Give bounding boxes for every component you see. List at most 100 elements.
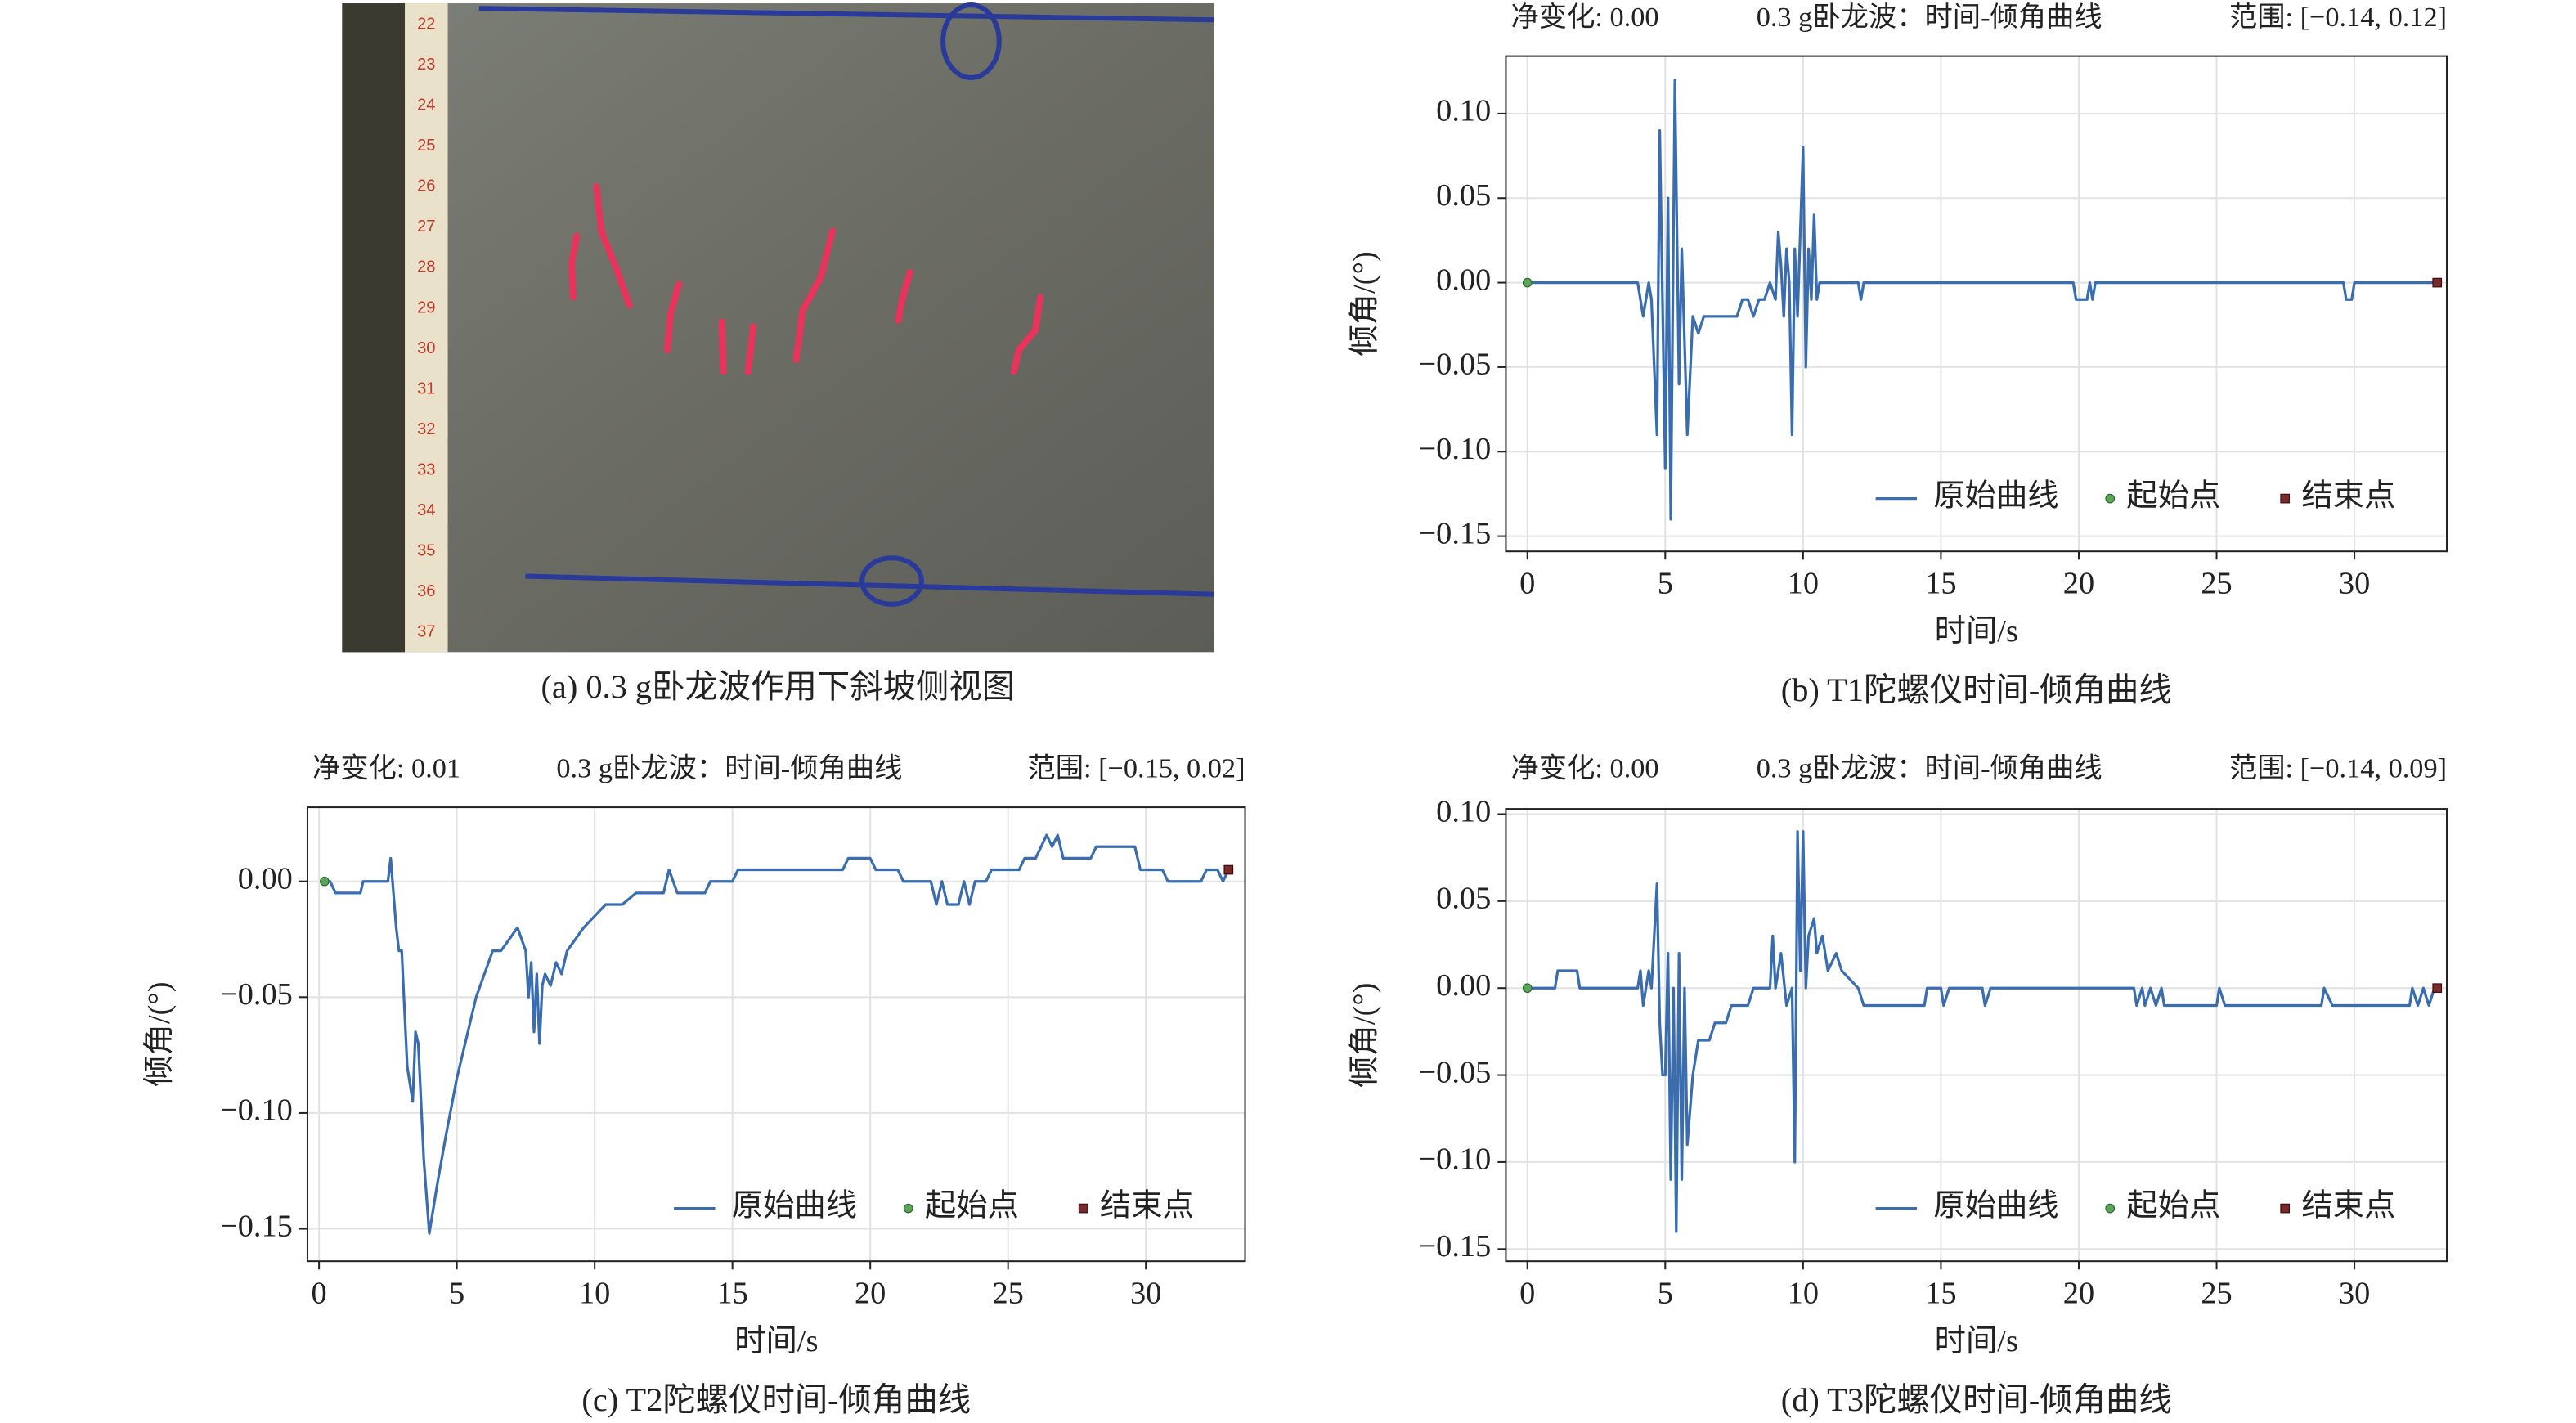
legend-label: 起始点 <box>2126 1188 2220 1223</box>
x-tick-label: 0 <box>1519 566 1535 600</box>
ruler-label: 31 <box>417 379 435 397</box>
chart-title: 0.3 g卧龙波：时间-倾角曲线 <box>1757 2 2103 33</box>
ruler-label: 22 <box>417 16 435 34</box>
x-tick-label: 25 <box>993 1276 1024 1310</box>
x-tick-label: 0 <box>1519 1276 1535 1310</box>
x-tick-label: 10 <box>579 1276 610 1310</box>
ruler-label: 25 <box>417 137 435 155</box>
legend-swatch <box>1078 1203 1088 1214</box>
y-tick-label: 0.05 <box>1436 882 1491 916</box>
legend-label: 结束点 <box>2301 1188 2395 1223</box>
legend-swatch <box>2105 493 2116 504</box>
x-tick-label: 30 <box>2339 566 2370 600</box>
ruler-label: 34 <box>417 501 435 519</box>
x-tick-label: 25 <box>2201 566 2232 600</box>
plot-area <box>307 807 1245 1262</box>
ruler-label: 37 <box>417 622 435 640</box>
net-change: 净变化: 0.00 <box>1511 2 1659 33</box>
legend-label: 原始曲线 <box>1933 478 2058 513</box>
data-line <box>324 833 1230 1235</box>
end-point <box>2432 983 2443 994</box>
caption: (d) T3陀螺仪时间-倾角曲线 <box>1781 1381 2172 1418</box>
y-axis-label: 倾角/(°) <box>1348 983 1382 1088</box>
end-point <box>2432 277 2443 288</box>
blue-mark <box>859 555 924 607</box>
ruler-labels: 22 23 24 25 26 27 28 29 30 31 32 33 34 35 36 37 <box>417 16 435 641</box>
x-axis-label: 时间/s <box>1935 614 2018 649</box>
photo-shadow <box>342 3 406 653</box>
y-tick-label: −0.05 <box>220 977 293 1012</box>
x-tick-label: 0 <box>312 1276 327 1310</box>
caption: (b) T1陀螺仪时间-倾角曲线 <box>1781 671 2172 708</box>
cracks <box>568 183 1044 375</box>
chart: 0 5 10 15 20 25 30 −0.15 −0.10 −0.05 0.00 净变化: 0.01… <box>142 753 1246 1418</box>
legend-swatch <box>2280 1203 2291 1214</box>
x-tick-label: 30 <box>1130 1276 1161 1310</box>
legend-swatch <box>2105 1203 2116 1214</box>
x-tick-label: 30 <box>2339 1276 2370 1310</box>
range-label: 范围: [−0.15, 0.02] <box>1027 753 1245 784</box>
net-change: 净变化: 0.01 <box>312 753 460 784</box>
x-tick-label: 15 <box>1925 566 1956 600</box>
x-tick-label: 20 <box>2063 566 2094 600</box>
x-tick-label: 15 <box>716 1276 747 1310</box>
photo: 22 23 24 25 26 27 28 29 30 31 32 33 34 35 36 37 (a) 0.3… <box>342 2 1214 705</box>
x-tick-label: 5 <box>1658 1276 1673 1310</box>
y-tick-label: −0.10 <box>220 1093 293 1128</box>
ruler-label: 28 <box>417 258 435 276</box>
legend-label: 结束点 <box>1100 1188 1194 1223</box>
ruler-label: 30 <box>417 339 435 357</box>
chart-title: 0.3 g卧龙波：时间-倾角曲线 <box>556 753 902 784</box>
ruler-label: 27 <box>417 218 435 236</box>
data-line <box>1527 830 2438 1233</box>
ruler-label: 24 <box>417 97 435 114</box>
y-tick-label: 0.00 <box>238 862 293 896</box>
y-tick-label: −0.05 <box>1419 1055 1492 1089</box>
crack <box>568 232 581 301</box>
range-label: 范围: [−0.14, 0.12] <box>2229 2 2447 33</box>
chart: 0 5 10 15 20 25 30 −0.15 −0.10 −0.05 0.00 0.05 0.10 净… <box>1348 2 2448 708</box>
x-axis-label: 时间/s <box>734 1324 818 1358</box>
y-tick-label: −0.05 <box>1419 348 1492 382</box>
net-change: 净变化: 0.00 <box>1511 753 1659 784</box>
start-point <box>1522 277 1533 288</box>
plot-frame <box>1505 808 2448 1263</box>
legend-label: 原始曲线 <box>732 1188 857 1223</box>
y-tick-label: −0.15 <box>1419 1229 1492 1264</box>
plot-area <box>1506 809 2448 1262</box>
legend-swatch <box>903 1203 913 1214</box>
range-label: 范围: [−0.14, 0.09] <box>2229 753 2447 784</box>
crack <box>593 183 633 309</box>
y-tick-label: 0.10 <box>1436 94 1491 128</box>
start-point <box>1522 983 1533 994</box>
ruler-label: 32 <box>417 420 435 438</box>
ruler-label: 26 <box>417 177 435 195</box>
blue-line <box>525 573 1214 597</box>
crack <box>895 269 913 324</box>
plot-frame <box>306 806 1246 1263</box>
chart: 0 5 10 15 20 25 30 −0.15 −0.10 −0.05 0.00 0.05 0.10 净… <box>1348 753 2448 1418</box>
y-tick-label: 0.05 <box>1436 178 1491 213</box>
y-tick-label: 0.00 <box>1436 968 1491 1003</box>
legend-label: 起始点 <box>925 1188 1019 1223</box>
ruler-label: 29 <box>417 299 435 316</box>
y-tick-label: 0.00 <box>1436 263 1491 297</box>
legend-label: 原始曲线 <box>1933 1188 2058 1223</box>
x-tick-label: 20 <box>855 1276 886 1310</box>
ruler-label: 23 <box>417 56 435 74</box>
ruler-label: 33 <box>417 460 435 478</box>
x-axis-label: 时间/s <box>1935 1324 2018 1358</box>
plot-area <box>1506 56 2448 552</box>
y-axis-label: 倾角/(°) <box>1348 251 1382 356</box>
plot-frame <box>1505 55 2448 553</box>
x-tick-label: 5 <box>1658 566 1673 600</box>
ruler-label: 35 <box>417 541 435 559</box>
ruler-label: 36 <box>417 582 435 600</box>
x-tick-label: 10 <box>1788 566 1819 600</box>
ruler <box>405 3 448 653</box>
chart-title: 0.3 g卧龙波：时间-倾角曲线 <box>1757 753 2103 784</box>
crack <box>718 318 727 375</box>
x-tick-label: 5 <box>449 1276 464 1310</box>
